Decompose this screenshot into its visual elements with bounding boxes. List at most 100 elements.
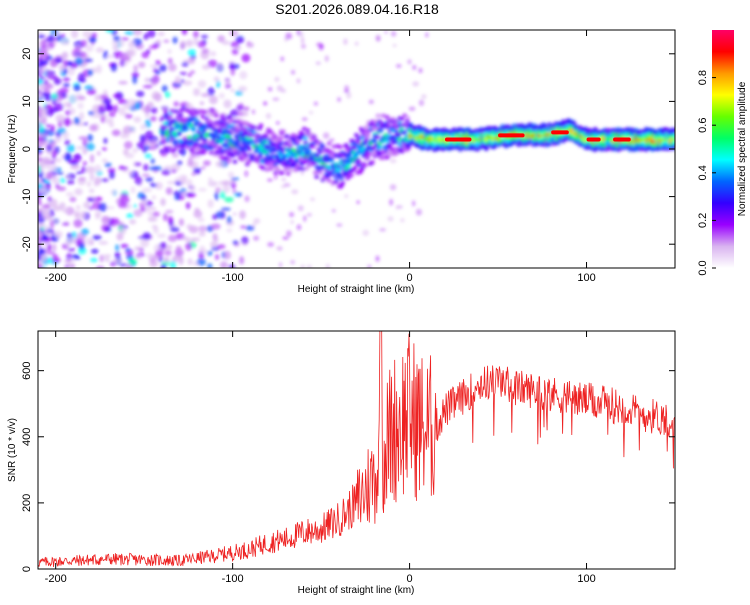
spectrogram-cell: [337, 97, 342, 102]
spectrogram-cell: [313, 101, 318, 106]
spectrogram-cell: [418, 99, 425, 107]
spectrogram-cell: [337, 144, 343, 150]
spectrogram-cell: [220, 207, 231, 211]
spectrogram-cell: [276, 246, 280, 251]
spectrogram-cell: [202, 109, 208, 115]
spectrogram-cell: [113, 35, 121, 42]
spectrogram-cell: [85, 44, 94, 53]
spectrogram-cell: [94, 176, 102, 185]
spectrogram-cell: [147, 211, 153, 216]
spectrogram-cell: [326, 178, 332, 183]
spectrogram-cell: [59, 177, 66, 184]
spectrogram-cell: [210, 223, 221, 230]
spectrogram-cell: [151, 195, 157, 200]
spectrogram-cell: [407, 59, 412, 65]
spectrogram-cell: [87, 69, 94, 76]
spectrogram-cell: [222, 116, 228, 121]
spectrogram-cell: [45, 69, 53, 79]
spectrogram-cell: [174, 249, 185, 256]
spectrogram-cell: [253, 235, 260, 241]
spectrogram-cell: [43, 92, 52, 102]
spectrogram-cell: [207, 199, 214, 209]
spectrogram-ytick-label: -10: [21, 189, 33, 205]
spectrogram-cell: [90, 240, 95, 246]
spectrogram-cell: [151, 225, 158, 229]
spectrogram-cell: [166, 244, 173, 251]
spectrogram-cell: [130, 186, 136, 194]
spectrogram-cell: [109, 122, 115, 128]
spectrogram-cell: [38, 225, 44, 229]
spectrogram-cell: [280, 129, 286, 134]
spectrogram-cell: [120, 243, 129, 249]
spectrogram-cell: [217, 35, 225, 43]
spectrogram-cell: [290, 260, 296, 265]
spectrogram-cell: [325, 173, 331, 179]
spectrogram-cell: [672, 127, 675, 133]
spectrogram-cell: [199, 101, 205, 106]
spectrogram-cell: [157, 31, 165, 36]
spectrogram-cell: [152, 211, 160, 217]
spectrogram-cell: [110, 217, 120, 226]
spectrogram-cell: [300, 169, 305, 176]
spectrogram-cell: [94, 211, 102, 219]
spectrogram-cell: [344, 85, 350, 92]
spectrogram-cell: [103, 226, 110, 232]
spectrogram-cell: [243, 152, 249, 158]
spectrogram-cell: [288, 144, 294, 149]
spectrogram-cell: [142, 84, 153, 89]
spectrogram-cell: [80, 39, 88, 48]
spectrogram-cell: [352, 165, 358, 170]
spectrogram-cell: [144, 112, 151, 118]
spectrogram-cell: [238, 102, 244, 109]
spectrogram-cell: [187, 48, 196, 57]
spectrogram-cell: [223, 250, 232, 260]
spectrogram-cell: [296, 30, 301, 36]
spectrogram-cell: [280, 56, 285, 62]
spectrogram-cell: [179, 40, 187, 49]
spectrogram-cell: [62, 101, 70, 108]
spectrogram-cell: [421, 94, 427, 100]
spectrogram-cell: [191, 112, 197, 117]
spectrogram-cell: [116, 232, 124, 241]
spectrogram-cell: [161, 85, 168, 93]
spectrogram-ytick-label: 0: [21, 146, 33, 152]
spectrogram-cell: [206, 139, 212, 145]
spectrogram-cell: [171, 163, 181, 172]
spectrogram-cell: [273, 162, 279, 167]
spectrogram-cell: [241, 236, 249, 245]
spectrogram-cell: [193, 167, 202, 172]
spectrogram-cell: [80, 210, 86, 220]
spectrogram-cell: [160, 198, 166, 207]
spectrogram-cell: [90, 114, 100, 118]
spectrogram-cell: [89, 172, 95, 182]
spectrogram-cell: [59, 87, 69, 94]
spectrogram-cell: [616, 147, 622, 152]
spectrogram-cell: [201, 166, 206, 170]
spectrogram-cell: [38, 265, 42, 268]
spectrogram-cell: [207, 180, 218, 187]
spectrogram-cell: [197, 217, 205, 223]
spectrogram-cell: [232, 119, 238, 124]
spectrogram-cell: [149, 182, 158, 188]
spectrogram-cell: [133, 64, 138, 72]
spectrogram-cell: [143, 163, 149, 172]
spectrogram-cell: [176, 160, 183, 166]
spectrogram-cell: [159, 149, 165, 154]
spectrogram-cell: [87, 197, 95, 202]
spectrogram-cell: [41, 234, 49, 241]
spectrogram-cell: [179, 188, 187, 192]
spectrogram-cell: [38, 141, 43, 148]
spectrogram-cell: [340, 180, 346, 186]
colorbar-scale: [712, 30, 734, 268]
spectrogram-cell: [363, 124, 369, 130]
spectrogram-cell: [65, 238, 72, 248]
spectrogram-cell: [305, 128, 311, 133]
spectrogram-cell: [47, 196, 53, 203]
spectrogram-cell: [53, 77, 62, 85]
spectrogram-cell: [38, 124, 41, 130]
spectrogram-cell: [94, 164, 102, 174]
spectrogram-cell: [125, 248, 131, 253]
spectrogram-cell: [206, 250, 213, 256]
spectrogram-cell: [68, 94, 79, 103]
spectrogram-cell: [308, 110, 314, 115]
